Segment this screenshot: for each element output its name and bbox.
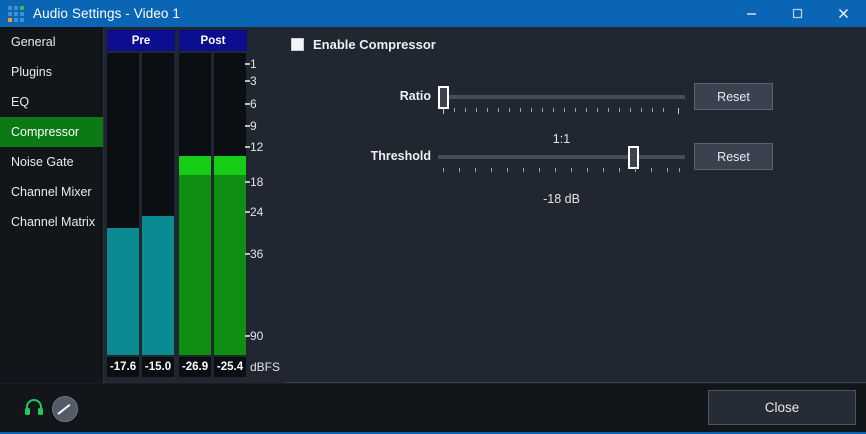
maximize-button[interactable] <box>774 0 820 27</box>
threshold-label: Threshold <box>370 149 431 163</box>
threshold-row: Threshold Reset <box>286 137 866 177</box>
sidebar-item-channel-mixer[interactable]: Channel Mixer <box>11 185 92 199</box>
scale-tick <box>245 80 250 82</box>
scale-tick <box>245 253 250 255</box>
sidebar-item-eq[interactable]: EQ <box>11 95 30 109</box>
meter-peak <box>179 155 211 175</box>
scale-label: 90 <box>250 329 264 343</box>
scale-tick <box>245 211 250 213</box>
sidebar-item-noise-gate[interactable]: Noise Gate <box>11 155 74 169</box>
scale-tick <box>245 146 250 148</box>
enable-compressor-label: Enable Compressor <box>313 37 436 52</box>
scale-tick <box>245 125 250 127</box>
enable-compressor-row[interactable]: Enable Compressor <box>291 37 436 52</box>
minimize-button[interactable] <box>728 0 774 27</box>
app-grid-icon <box>8 5 24 22</box>
ratio-slider-groove[interactable] <box>438 95 685 99</box>
headphones-icon[interactable] <box>24 398 44 416</box>
compressor-panel: Enable Compressor Ratio <box>286 27 866 383</box>
dialog-body: General Plugins EQ Compressor Noise Gate… <box>0 27 866 383</box>
ratio-slider-ticks <box>438 108 685 114</box>
ratio-slider[interactable] <box>438 77 685 117</box>
ratio-value: 1:1 <box>552 132 571 146</box>
knob-needle <box>57 403 71 415</box>
window-title: Audio Settings - Video 1 <box>33 6 180 21</box>
close-dialog-button[interactable]: Close <box>708 390 856 425</box>
meter-value-pre-left: -17.6 <box>107 357 139 377</box>
settings-sidebar: General Plugins EQ Compressor Noise Gate… <box>0 27 104 383</box>
title-bar: Audio Settings - Video 1 <box>0 0 866 27</box>
level-meters: Pre Post 1 <box>105 27 285 383</box>
scale-tick <box>245 63 250 65</box>
meter-readouts: -17.6 -15.0 -26.9 -25.4 dBFS <box>105 357 285 377</box>
meter-track-pre-left <box>107 53 139 355</box>
scale-tick <box>245 181 250 183</box>
meter-fill <box>214 155 246 355</box>
sidebar-item-compressor[interactable]: Compressor <box>0 117 103 147</box>
scale-tick <box>245 103 250 105</box>
ratio-slider-handle[interactable] <box>438 86 449 109</box>
meter-track-pre-right <box>142 53 174 355</box>
scale-label: 1 <box>250 57 257 71</box>
scale-label: 12 <box>250 140 264 154</box>
threshold-slider-ticks <box>438 168 685 174</box>
scale-label: 24 <box>250 205 264 219</box>
ratio-reset-button[interactable]: Reset <box>694 83 773 110</box>
scale-tick <box>245 335 250 337</box>
meter-value-post-right: -25.4 <box>214 357 246 377</box>
meter-fill <box>179 155 211 355</box>
close-icon <box>838 9 848 18</box>
meter-header-pre: Pre <box>107 30 175 51</box>
threshold-slider[interactable] <box>438 137 685 177</box>
scale-label: 6 <box>250 97 257 111</box>
threshold-slider-handle[interactable] <box>628 146 639 169</box>
scale-label: 3 <box>250 74 257 88</box>
threshold-value: -18 dB <box>543 192 580 206</box>
scale-label: 9 <box>250 119 257 133</box>
ratio-row: Ratio Reset <box>286 77 866 117</box>
meter-track-post-right <box>214 53 246 355</box>
scale-label: 36 <box>250 247 264 261</box>
sidebar-item-plugins[interactable]: Plugins <box>11 65 52 79</box>
sidebar-item-general[interactable]: General <box>11 35 56 49</box>
meter-header-post: Post <box>179 30 247 51</box>
meter-value-pre-right: -15.0 <box>142 357 174 377</box>
minimize-icon <box>746 13 756 15</box>
ratio-label: Ratio <box>399 89 431 103</box>
close-button[interactable] <box>820 0 866 27</box>
meter-scale: 1 3 6 9 12 <box>245 53 285 355</box>
maximize-icon <box>792 8 802 19</box>
meter-unit-label: dBFS <box>250 360 281 374</box>
meter-fill <box>107 228 139 355</box>
meter-fill <box>142 216 174 355</box>
meter-track-post-left <box>179 53 211 355</box>
meter-value-post-left: -26.9 <box>179 357 211 377</box>
meter-peak <box>214 155 246 175</box>
scale-label: 18 <box>250 175 264 189</box>
threshold-slider-groove[interactable] <box>438 155 685 159</box>
enable-compressor-checkbox[interactable] <box>291 38 304 51</box>
threshold-reset-button[interactable]: Reset <box>694 143 773 170</box>
volume-knob[interactable] <box>52 396 78 422</box>
sidebar-item-channel-matrix[interactable]: Channel Matrix <box>11 215 96 229</box>
